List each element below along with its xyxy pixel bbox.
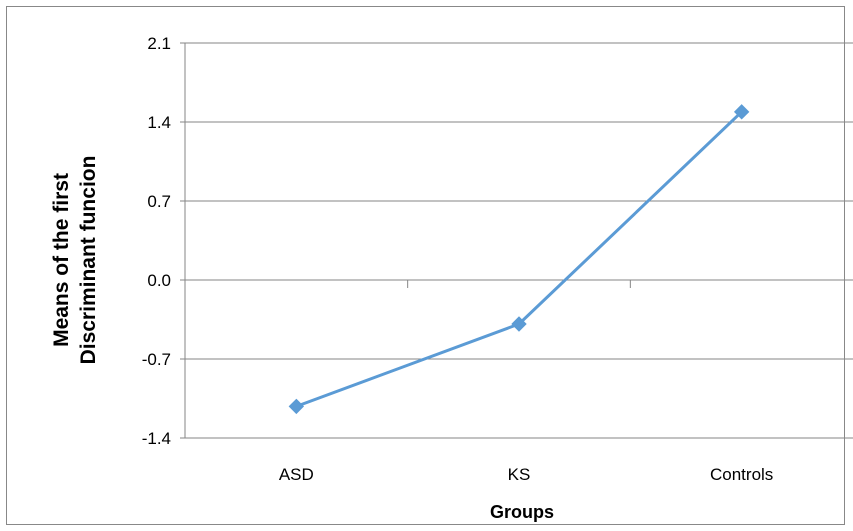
y-tick-label: 0.0 — [147, 271, 171, 290]
y-tick-label: 1.4 — [147, 113, 171, 132]
data-point-marker — [511, 316, 527, 332]
series-group — [288, 104, 750, 415]
y-tick-label: 2.1 — [147, 34, 171, 53]
y-tick-label: -0.7 — [142, 350, 171, 369]
x-tick-label: ASD — [279, 465, 314, 484]
data-point-marker — [288, 398, 305, 415]
y-tick-label: -1.4 — [142, 429, 171, 448]
y-tick-labels: -1.4 -0.7 0.0 0.7 1.4 2.1 — [142, 34, 171, 448]
x-tick-label: KS — [508, 465, 531, 484]
gridlines — [180, 42, 853, 439]
y-tick-label: 0.7 — [147, 192, 171, 211]
y-axis-title: Means of the first Discriminant funcion — [50, 156, 100, 365]
y-axis-title-line-2: Discriminant funcion — [77, 156, 100, 365]
data-point-marker — [733, 104, 750, 120]
series-line — [295, 110, 743, 408]
x-axis-title: Groups — [490, 502, 554, 522]
x-axis — [407, 280, 631, 288]
x-tick-labels: ASD KS Controls — [279, 465, 773, 484]
y-axis-title-line-1: Means of the first — [50, 173, 73, 347]
x-tick-label: Controls — [710, 465, 773, 484]
